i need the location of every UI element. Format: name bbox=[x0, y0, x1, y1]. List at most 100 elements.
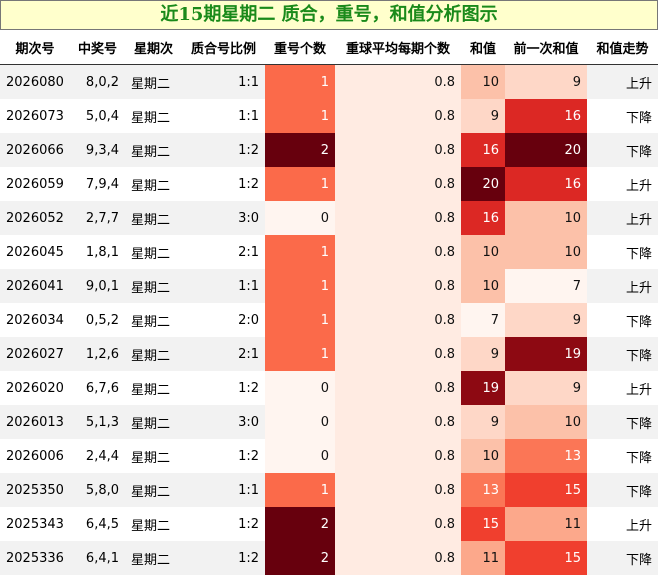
cell: 1 bbox=[265, 303, 335, 337]
cell: 9 bbox=[461, 99, 505, 133]
cell: 10 bbox=[505, 405, 587, 439]
cell: 10 bbox=[461, 235, 505, 269]
cell: 上升 bbox=[587, 269, 658, 303]
cell: 13 bbox=[505, 439, 587, 473]
cell: 10 bbox=[505, 235, 587, 269]
cell: 2 bbox=[265, 133, 335, 167]
table-row: 2026041 9,0,1 星期二 1:1 1 0.8 10 7 上升 bbox=[0, 269, 658, 303]
column-header: 期次号 bbox=[0, 30, 70, 65]
cell: 星期二 bbox=[125, 473, 182, 507]
cell: 星期二 bbox=[125, 269, 182, 303]
cell: 1:1 bbox=[182, 269, 265, 303]
cell: 2,4,4 bbox=[70, 439, 125, 473]
cell: 0.8 bbox=[335, 235, 461, 269]
table-row: 2026006 2,4,4 星期二 1:2 0 0.8 10 13 下降 bbox=[0, 439, 658, 473]
cell: 2:1 bbox=[182, 337, 265, 371]
cell: 星期二 bbox=[125, 235, 182, 269]
cell: 10 bbox=[461, 439, 505, 473]
cell: 20 bbox=[461, 167, 505, 201]
cell: 1:2 bbox=[182, 541, 265, 575]
cell: 5,8,0 bbox=[70, 473, 125, 507]
cell: 15 bbox=[461, 507, 505, 541]
cell: 0.8 bbox=[335, 337, 461, 371]
cell: 0.8 bbox=[335, 507, 461, 541]
cell: 1:2 bbox=[182, 439, 265, 473]
cell: 下降 bbox=[587, 473, 658, 507]
cell: 1:1 bbox=[182, 473, 265, 507]
cell: 1:1 bbox=[182, 99, 265, 133]
cell: 1 bbox=[265, 337, 335, 371]
cell: 5,1,3 bbox=[70, 405, 125, 439]
cell: 0.8 bbox=[335, 303, 461, 337]
cell: 2 bbox=[265, 541, 335, 575]
cell: 1,8,1 bbox=[70, 235, 125, 269]
cell: 1 bbox=[265, 235, 335, 269]
cell: 9 bbox=[505, 303, 587, 337]
column-header: 和值走势 bbox=[587, 30, 658, 65]
cell: 2:1 bbox=[182, 235, 265, 269]
cell: 星期二 bbox=[125, 405, 182, 439]
cell: 0.8 bbox=[335, 269, 461, 303]
cell: 6,4,1 bbox=[70, 541, 125, 575]
cell: 16 bbox=[461, 201, 505, 235]
cell: 20 bbox=[505, 133, 587, 167]
column-header: 星期次 bbox=[125, 30, 182, 65]
cell: 9,3,4 bbox=[70, 133, 125, 167]
cell: 星期二 bbox=[125, 133, 182, 167]
cell: 2026034 bbox=[0, 303, 70, 337]
cell: 2026059 bbox=[0, 167, 70, 201]
cell: 0.8 bbox=[335, 64, 461, 99]
cell: 19 bbox=[461, 371, 505, 405]
table-row: 2026066 9,3,4 星期二 1:2 2 0.8 16 20 下降 bbox=[0, 133, 658, 167]
cell: 0 bbox=[265, 405, 335, 439]
cell: 0.8 bbox=[335, 439, 461, 473]
cell: 0.8 bbox=[335, 201, 461, 235]
cell: 2026073 bbox=[0, 99, 70, 133]
cell: 下降 bbox=[587, 541, 658, 575]
table-row: 2026013 5,1,3 星期二 3:0 0 0.8 9 10 下降 bbox=[0, 405, 658, 439]
cell: 3:0 bbox=[182, 201, 265, 235]
cell: 2025350 bbox=[0, 473, 70, 507]
cell: 下降 bbox=[587, 99, 658, 133]
cell: 11 bbox=[461, 541, 505, 575]
cell: 2:0 bbox=[182, 303, 265, 337]
cell: 1,2,6 bbox=[70, 337, 125, 371]
cell: 上升 bbox=[587, 64, 658, 99]
cell: 1 bbox=[265, 99, 335, 133]
cell: 0,5,2 bbox=[70, 303, 125, 337]
cell: 10 bbox=[505, 201, 587, 235]
cell: 2 bbox=[265, 507, 335, 541]
cell: 9 bbox=[461, 405, 505, 439]
cell: 下降 bbox=[587, 235, 658, 269]
cell: 上升 bbox=[587, 371, 658, 405]
title: 近15期星期二 质合，重号，和值分析图示 bbox=[0, 0, 658, 30]
cell: 0.8 bbox=[335, 167, 461, 201]
cell: 星期二 bbox=[125, 64, 182, 99]
column-header: 中奖号 bbox=[70, 30, 125, 65]
cell: 8,0,2 bbox=[70, 64, 125, 99]
cell: 星期二 bbox=[125, 337, 182, 371]
cell: 上升 bbox=[587, 167, 658, 201]
cell: 2026080 bbox=[0, 64, 70, 99]
cell: 1 bbox=[265, 167, 335, 201]
cell: 7,9,4 bbox=[70, 167, 125, 201]
column-header: 和值 bbox=[461, 30, 505, 65]
table-row: 2025336 6,4,1 星期二 1:2 2 0.8 11 15 下降 bbox=[0, 541, 658, 575]
cell: 2025336 bbox=[0, 541, 70, 575]
cell: 2026041 bbox=[0, 269, 70, 303]
cell: 15 bbox=[505, 473, 587, 507]
table-body: 2026080 8,0,2 星期二 1:1 1 0.8 10 9 上升 2026073 5,0,4 星… bbox=[0, 64, 658, 575]
cell: 19 bbox=[505, 337, 587, 371]
table-row: 2026045 1,8,1 星期二 2:1 1 0.8 10 10 下降 bbox=[0, 235, 658, 269]
table-row: 2026027 1,2,6 星期二 2:1 1 0.8 9 19 下降 bbox=[0, 337, 658, 371]
cell: 1:2 bbox=[182, 133, 265, 167]
column-header: 质合号比例 bbox=[182, 30, 265, 65]
cell: 下降 bbox=[587, 133, 658, 167]
table-row: 2025350 5,8,0 星期二 1:1 1 0.8 13 15 下降 bbox=[0, 473, 658, 507]
cell: 2,7,7 bbox=[70, 201, 125, 235]
cell: 2026006 bbox=[0, 439, 70, 473]
cell: 0.8 bbox=[335, 405, 461, 439]
cell: 星期二 bbox=[125, 541, 182, 575]
cell: 1 bbox=[265, 473, 335, 507]
